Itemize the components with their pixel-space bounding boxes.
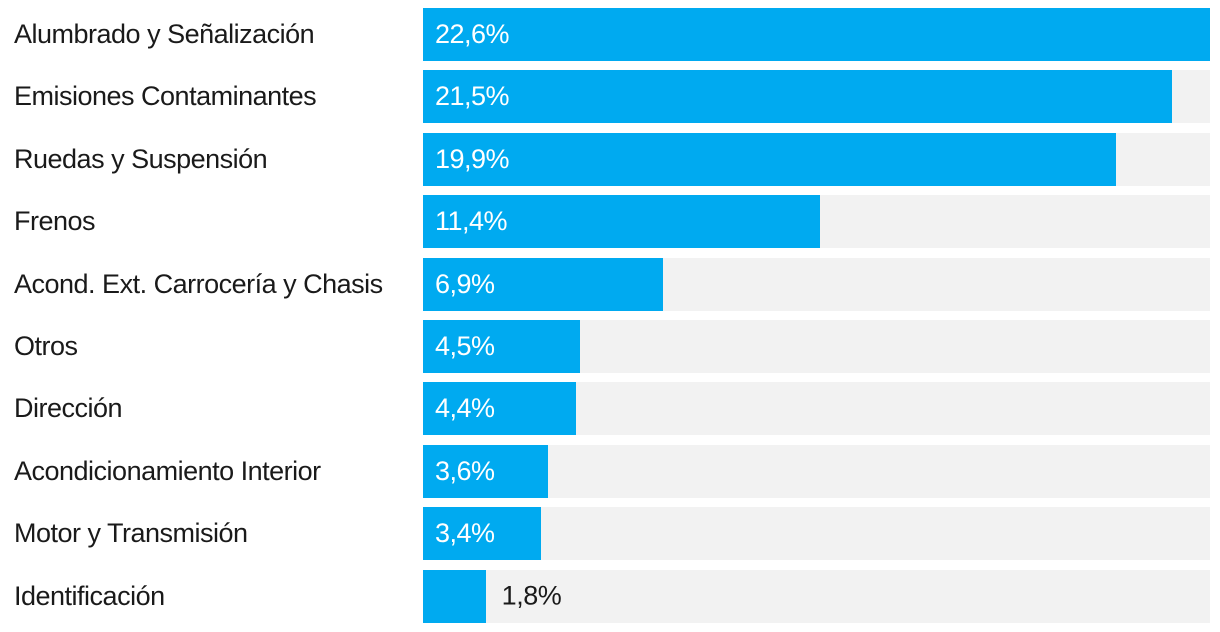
bar: 3,6%	[423, 444, 549, 498]
bar: 19,9%	[423, 132, 1116, 186]
value-label: 6,9%	[435, 268, 495, 299]
chart-row: Acond. Ext. Carrocería y Chasis 6,9%	[0, 257, 1210, 311]
bar-track: 3,4%	[423, 507, 1210, 561]
bar-track: 3,6%	[423, 444, 1210, 498]
value-label: 11,4%	[435, 206, 508, 237]
chart-row: Otros 4,5%	[0, 319, 1210, 373]
bar-track: 21,5%	[423, 70, 1210, 124]
bar-track: 11,4%	[423, 195, 1210, 249]
value-label: 4,4%	[435, 393, 495, 424]
chart-row: Acondicionamiento Interior 3,6%	[0, 444, 1210, 498]
bar-track: 4,4%	[423, 382, 1210, 436]
bar: 11,4%	[423, 195, 820, 249]
bar: 22,6%	[423, 8, 1210, 61]
bar-track: 4,5%	[423, 319, 1210, 373]
value-label: 3,6%	[435, 455, 495, 486]
category-label: Acond. Ext. Carrocería y Chasis	[14, 268, 383, 299]
category-label: Acondicionamiento Interior	[14, 455, 321, 486]
bar: 4,5%	[423, 319, 580, 373]
value-label: 19,9%	[435, 143, 510, 174]
value-label: 21,5%	[435, 81, 510, 112]
chart-row: Motor y Transmisión 3,4%	[0, 507, 1210, 561]
bar: 4,4%	[423, 382, 577, 436]
chart-row: Dirección 4,4%	[0, 382, 1210, 436]
bar-track: 6,9%	[423, 257, 1210, 311]
chart-row: Alumbrado y Señalización 22,6%	[0, 8, 1210, 61]
bar: 21,5%	[423, 70, 1172, 124]
category-label: Emisiones Contaminantes	[14, 81, 317, 112]
category-label: Otros	[14, 330, 78, 361]
category-label: Frenos	[14, 206, 96, 237]
category-label: Motor y Transmisión	[14, 518, 248, 549]
bar-track: 19,9%	[423, 132, 1210, 186]
bar: 1,8%	[423, 569, 562, 623]
bar-track: 1,8%	[423, 569, 1210, 623]
category-label: Identificación	[14, 580, 165, 611]
value-label: 4,5%	[435, 330, 495, 361]
category-label: Ruedas y Suspensión	[14, 143, 268, 174]
bar: 3,4%	[423, 507, 542, 561]
value-label: 22,6%	[435, 19, 510, 49]
bar: 6,9%	[423, 257, 664, 311]
chart-row: Identificación 1,8%	[0, 569, 1210, 623]
category-label: Dirección	[14, 393, 123, 424]
value-label: 3,4%	[435, 518, 495, 549]
chart-row: Emisiones Contaminantes 21,5%	[0, 70, 1210, 124]
bar-track: 22,6%	[423, 8, 1210, 61]
value-label: 1,8%	[501, 580, 562, 611]
category-label: Alumbrado y Señalización	[14, 19, 315, 49]
chart-row: Ruedas y Suspensión 19,9%	[0, 132, 1210, 186]
chart-row: Frenos 11,4%	[0, 195, 1210, 249]
